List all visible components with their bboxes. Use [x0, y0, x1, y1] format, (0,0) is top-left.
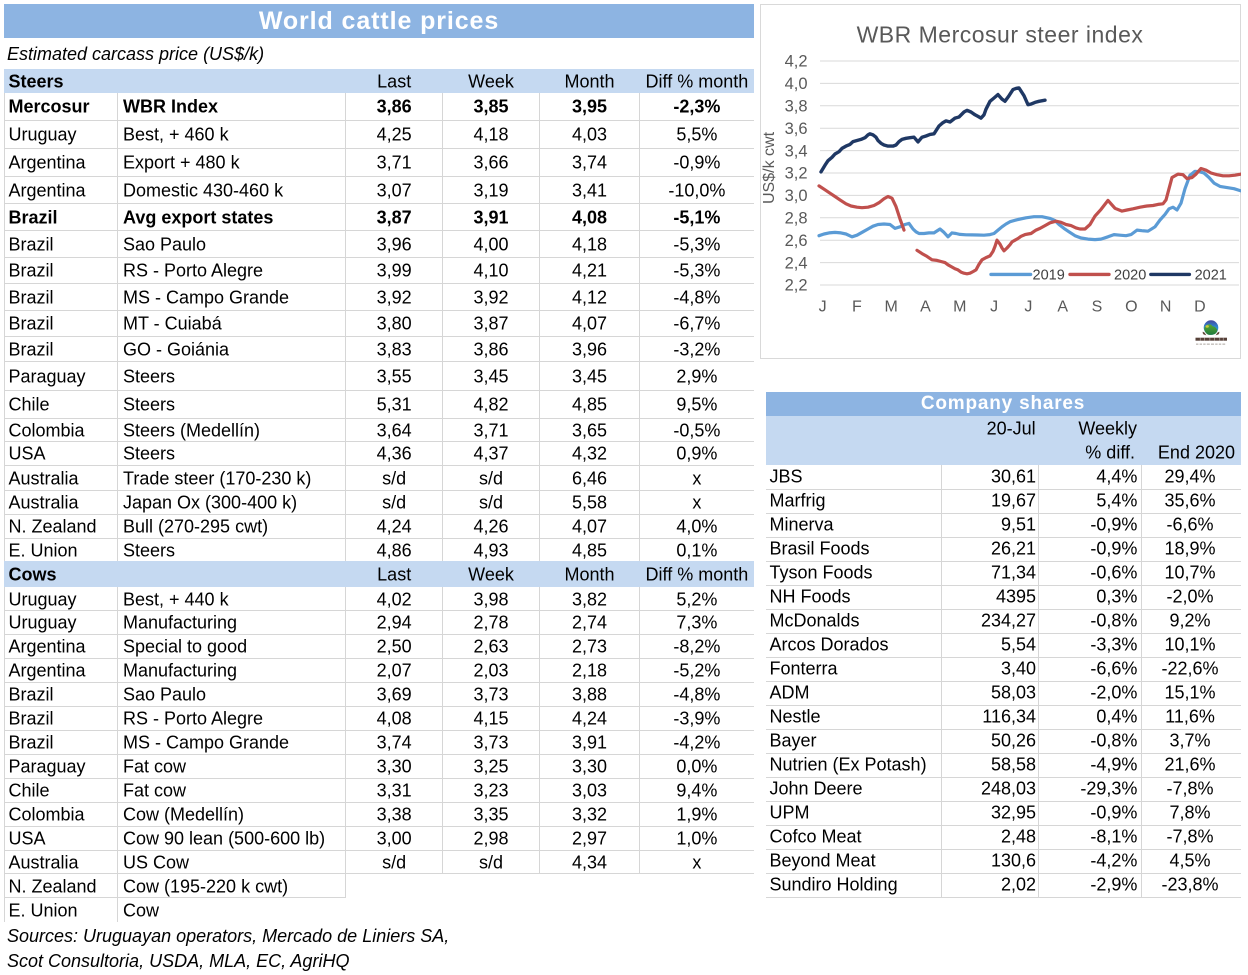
svg-text:N: N	[1160, 299, 1172, 316]
svg-text:3,2: 3,2	[785, 165, 808, 183]
svg-text:2020: 2020	[1114, 267, 1146, 283]
svg-text:4,2: 4,2	[785, 53, 808, 71]
svg-text:A: A	[920, 299, 931, 316]
svg-text:A: A	[1057, 299, 1068, 316]
svg-text:D: D	[1194, 299, 1206, 316]
svg-text:F: F	[852, 299, 862, 316]
svg-text:J: J	[1024, 299, 1032, 316]
svg-text:3,8: 3,8	[785, 98, 808, 116]
svg-text:2019: 2019	[1033, 267, 1065, 283]
svg-text:M: M	[885, 299, 898, 316]
svg-text:2,6: 2,6	[785, 232, 808, 250]
svg-text:WBR Mercosur steer index: WBR Mercosur steer index	[857, 22, 1144, 48]
svg-text:US$/k cwt: US$/k cwt	[761, 131, 778, 204]
svg-text:S: S	[1092, 299, 1103, 316]
svg-text:3,0: 3,0	[785, 187, 808, 205]
svg-text:3,6: 3,6	[785, 120, 808, 138]
svg-text:2,4: 2,4	[785, 254, 808, 272]
svg-text:3,4: 3,4	[785, 142, 808, 160]
svg-text:J: J	[819, 299, 827, 316]
svg-text:M: M	[953, 299, 966, 316]
svg-text:J: J	[990, 299, 998, 316]
svg-text:2,8: 2,8	[785, 210, 808, 228]
svg-text:O: O	[1125, 299, 1137, 316]
svg-text:2021: 2021	[1195, 267, 1227, 283]
svg-text:2,2: 2,2	[785, 277, 808, 295]
svg-text:4,0: 4,0	[785, 75, 808, 93]
